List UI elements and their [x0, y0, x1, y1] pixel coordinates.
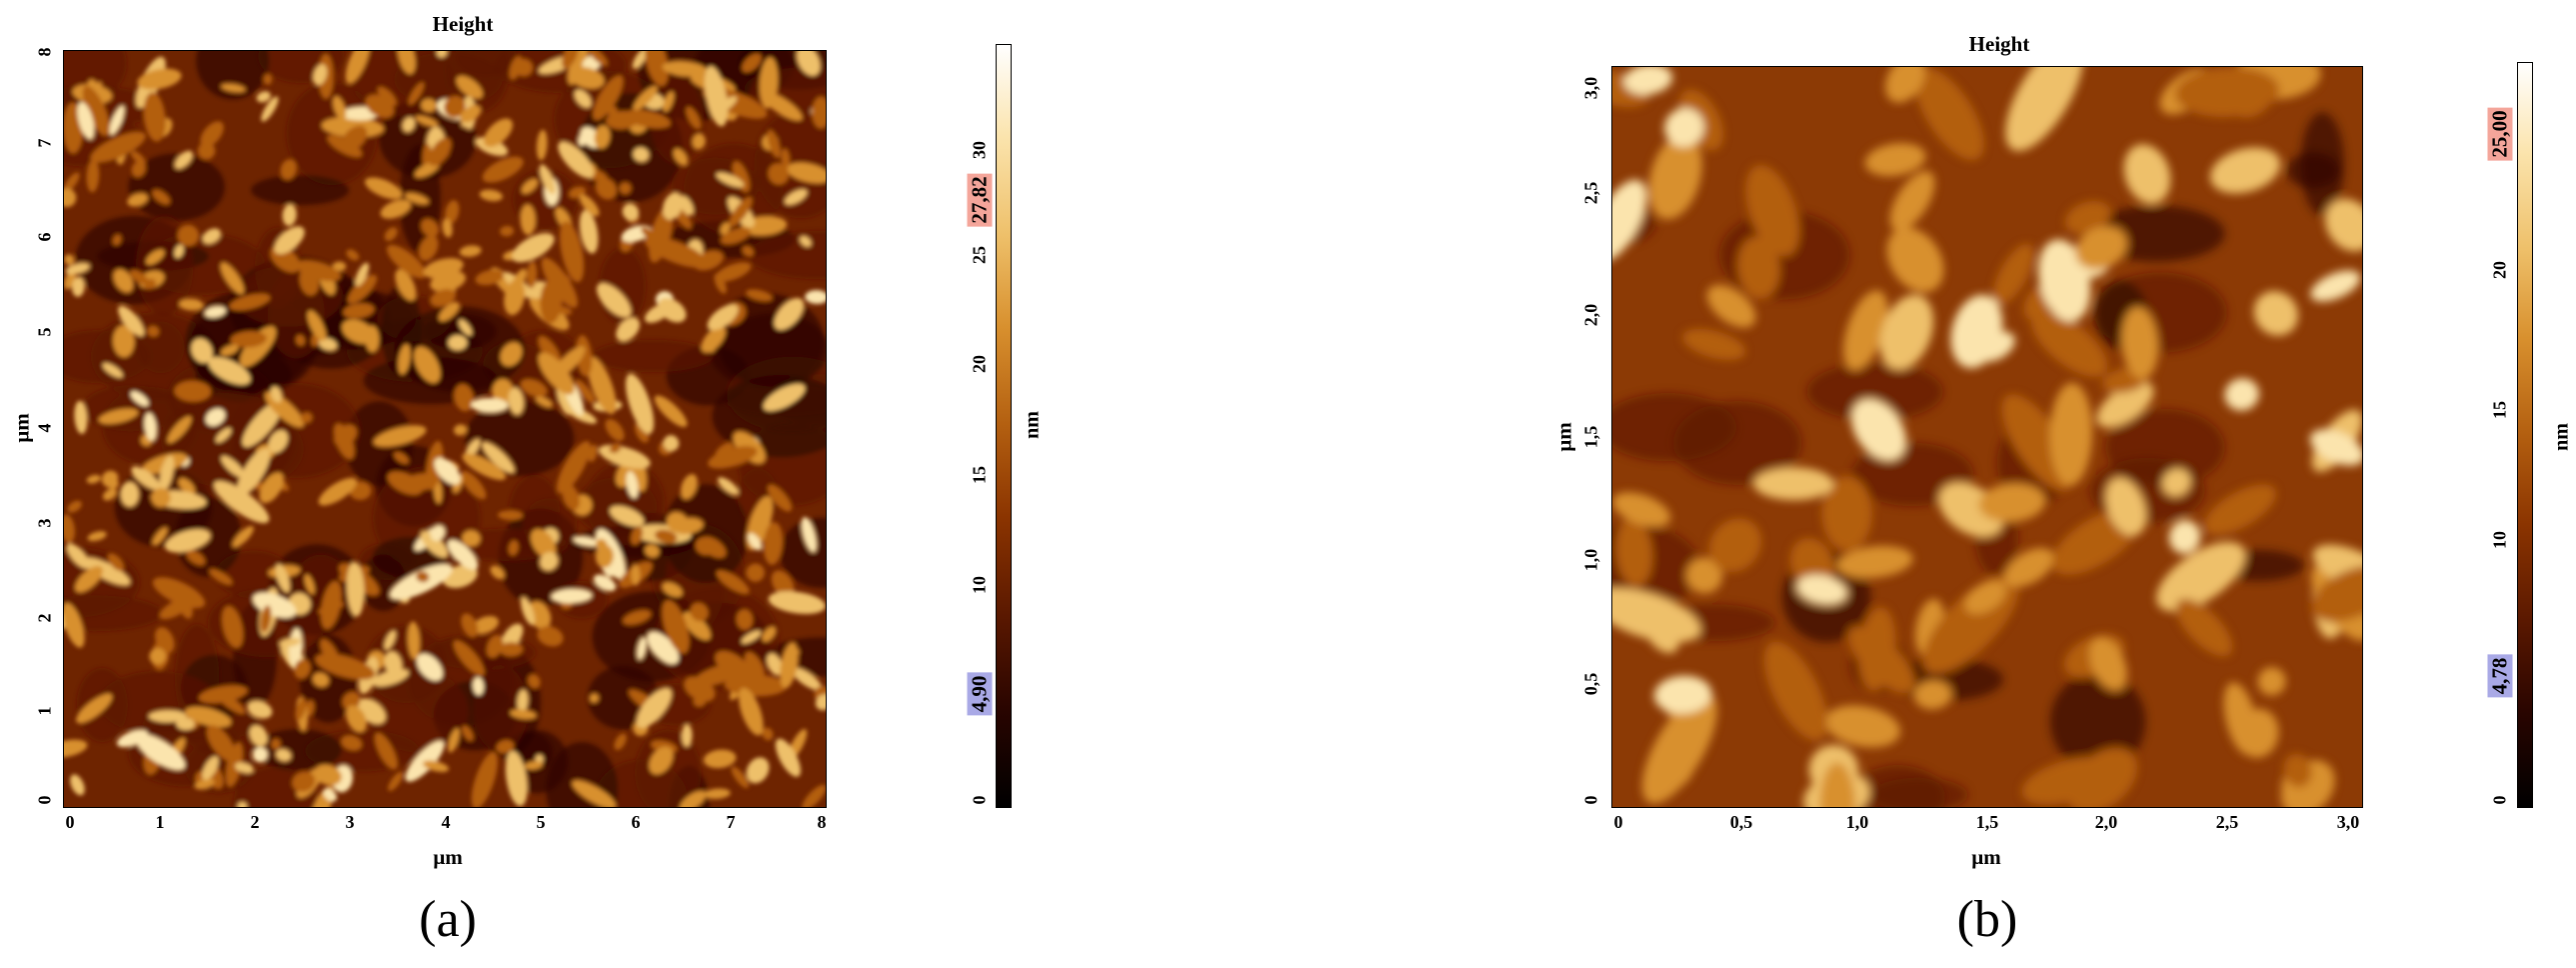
panel-b-scale-unit: nm: [2550, 423, 2573, 451]
panel-a-ytick: 7: [34, 138, 55, 148]
panel-a-x-axis-label: µm: [433, 845, 463, 869]
panel-b-caption: (b): [1956, 891, 2018, 948]
panel-a-title: Height: [432, 12, 494, 36]
panel-b-ytick: 2,5: [1580, 181, 1601, 205]
panel-a-caption: (a): [419, 891, 477, 948]
panel-a-xtick: 6: [631, 812, 641, 832]
panel-a-ytick: 3: [34, 518, 55, 528]
panel-b-ytick: 2,0: [1580, 303, 1601, 327]
panel-a-xtick: 8: [817, 812, 827, 832]
panel-a-scale-tick: 25: [969, 246, 990, 264]
panel-b-ytick: 1,0: [1580, 548, 1601, 572]
panel-b-height-map: [1611, 66, 2363, 808]
panel-b-scale-tick: 20: [2489, 261, 2510, 279]
panel-a-min-height-badge: 4,90: [967, 672, 993, 716]
panel-b-max-height-badge: 25,00: [2487, 107, 2513, 161]
panel-a-xtick: 7: [726, 812, 736, 832]
panel-b-xtick: 3,0: [2336, 812, 2360, 832]
panel-b-scale-tick: 10: [2489, 531, 2510, 549]
panel-a-xtick: 5: [536, 812, 546, 832]
panel-b-xtick: 0,5: [1729, 812, 1753, 832]
panel-a-scale-tick: 0: [969, 795, 990, 805]
panel-a-ytick: 5: [34, 327, 55, 337]
panel-b-y-axis-label: µm: [1551, 422, 1576, 452]
panel-a-scale-unit: nm: [1021, 411, 1044, 439]
panel-a-xtick: 4: [441, 812, 451, 832]
panel-b-xtick: 0: [1613, 812, 1623, 832]
panel-b-x-axis-label: µm: [1971, 845, 2001, 869]
panel-b-xtick: 1,5: [1975, 812, 1999, 832]
panel-a-ytick: 2: [34, 613, 55, 623]
panel-a-scale-tick: 30: [969, 141, 990, 159]
panel-b-title: Height: [1968, 32, 2030, 56]
panel-b-scale-tick: 0: [2489, 795, 2510, 805]
panel-b-xtick: 1,0: [1845, 812, 1869, 832]
panel-b-xtick: 2,5: [2215, 812, 2239, 832]
panel-a-ytick: 4: [34, 423, 55, 433]
panel-b-ytick: 1,5: [1580, 425, 1601, 449]
panel-a-max-height-badge: 27,82: [967, 173, 993, 227]
panel-b-min-height-badge: 4,78: [2487, 654, 2513, 698]
panel-a-ytick: 8: [34, 47, 55, 57]
panel-b-ytick: 0,5: [1580, 672, 1601, 696]
panel-a-scale-tick: 10: [969, 576, 990, 594]
afm-panel-a: Height 0 1 2 3 4 5 6 7 8 µm 0 1 2 3 4 5 …: [9, 12, 1044, 948]
afm-panel-b: Height 0 0,5 1,0 1,5 2,0 2,5 3,0 µm 0 0,…: [1288, 0, 2576, 968]
panel-a-xtick: 1: [155, 812, 165, 832]
panel-a-xtick: 3: [345, 812, 355, 832]
panel-a-height-map: [63, 50, 827, 808]
panel-a-xtick: 0: [65, 812, 75, 832]
panel-a-y-axis-label: µm: [9, 413, 34, 443]
panel-a-scale-tick: 15: [969, 466, 990, 484]
panel-a-scale-tick: 20: [969, 355, 990, 373]
panel-b-color-scale-bar: [2517, 62, 2533, 808]
panel-a-color-scale-bar: [996, 44, 1012, 808]
panel-a-ytick: 1: [34, 706, 55, 716]
panel-b-ytick: 3,0: [1580, 76, 1601, 100]
panel-b-scale-tick: 15: [2489, 401, 2510, 419]
panel-a-ytick: 6: [34, 232, 55, 242]
panel-a-xtick: 2: [250, 812, 260, 832]
panel-a-ytick: 0: [34, 795, 55, 805]
panel-b-xtick: 2,0: [2094, 812, 2118, 832]
panel-b-ytick: 0: [1580, 795, 1601, 805]
